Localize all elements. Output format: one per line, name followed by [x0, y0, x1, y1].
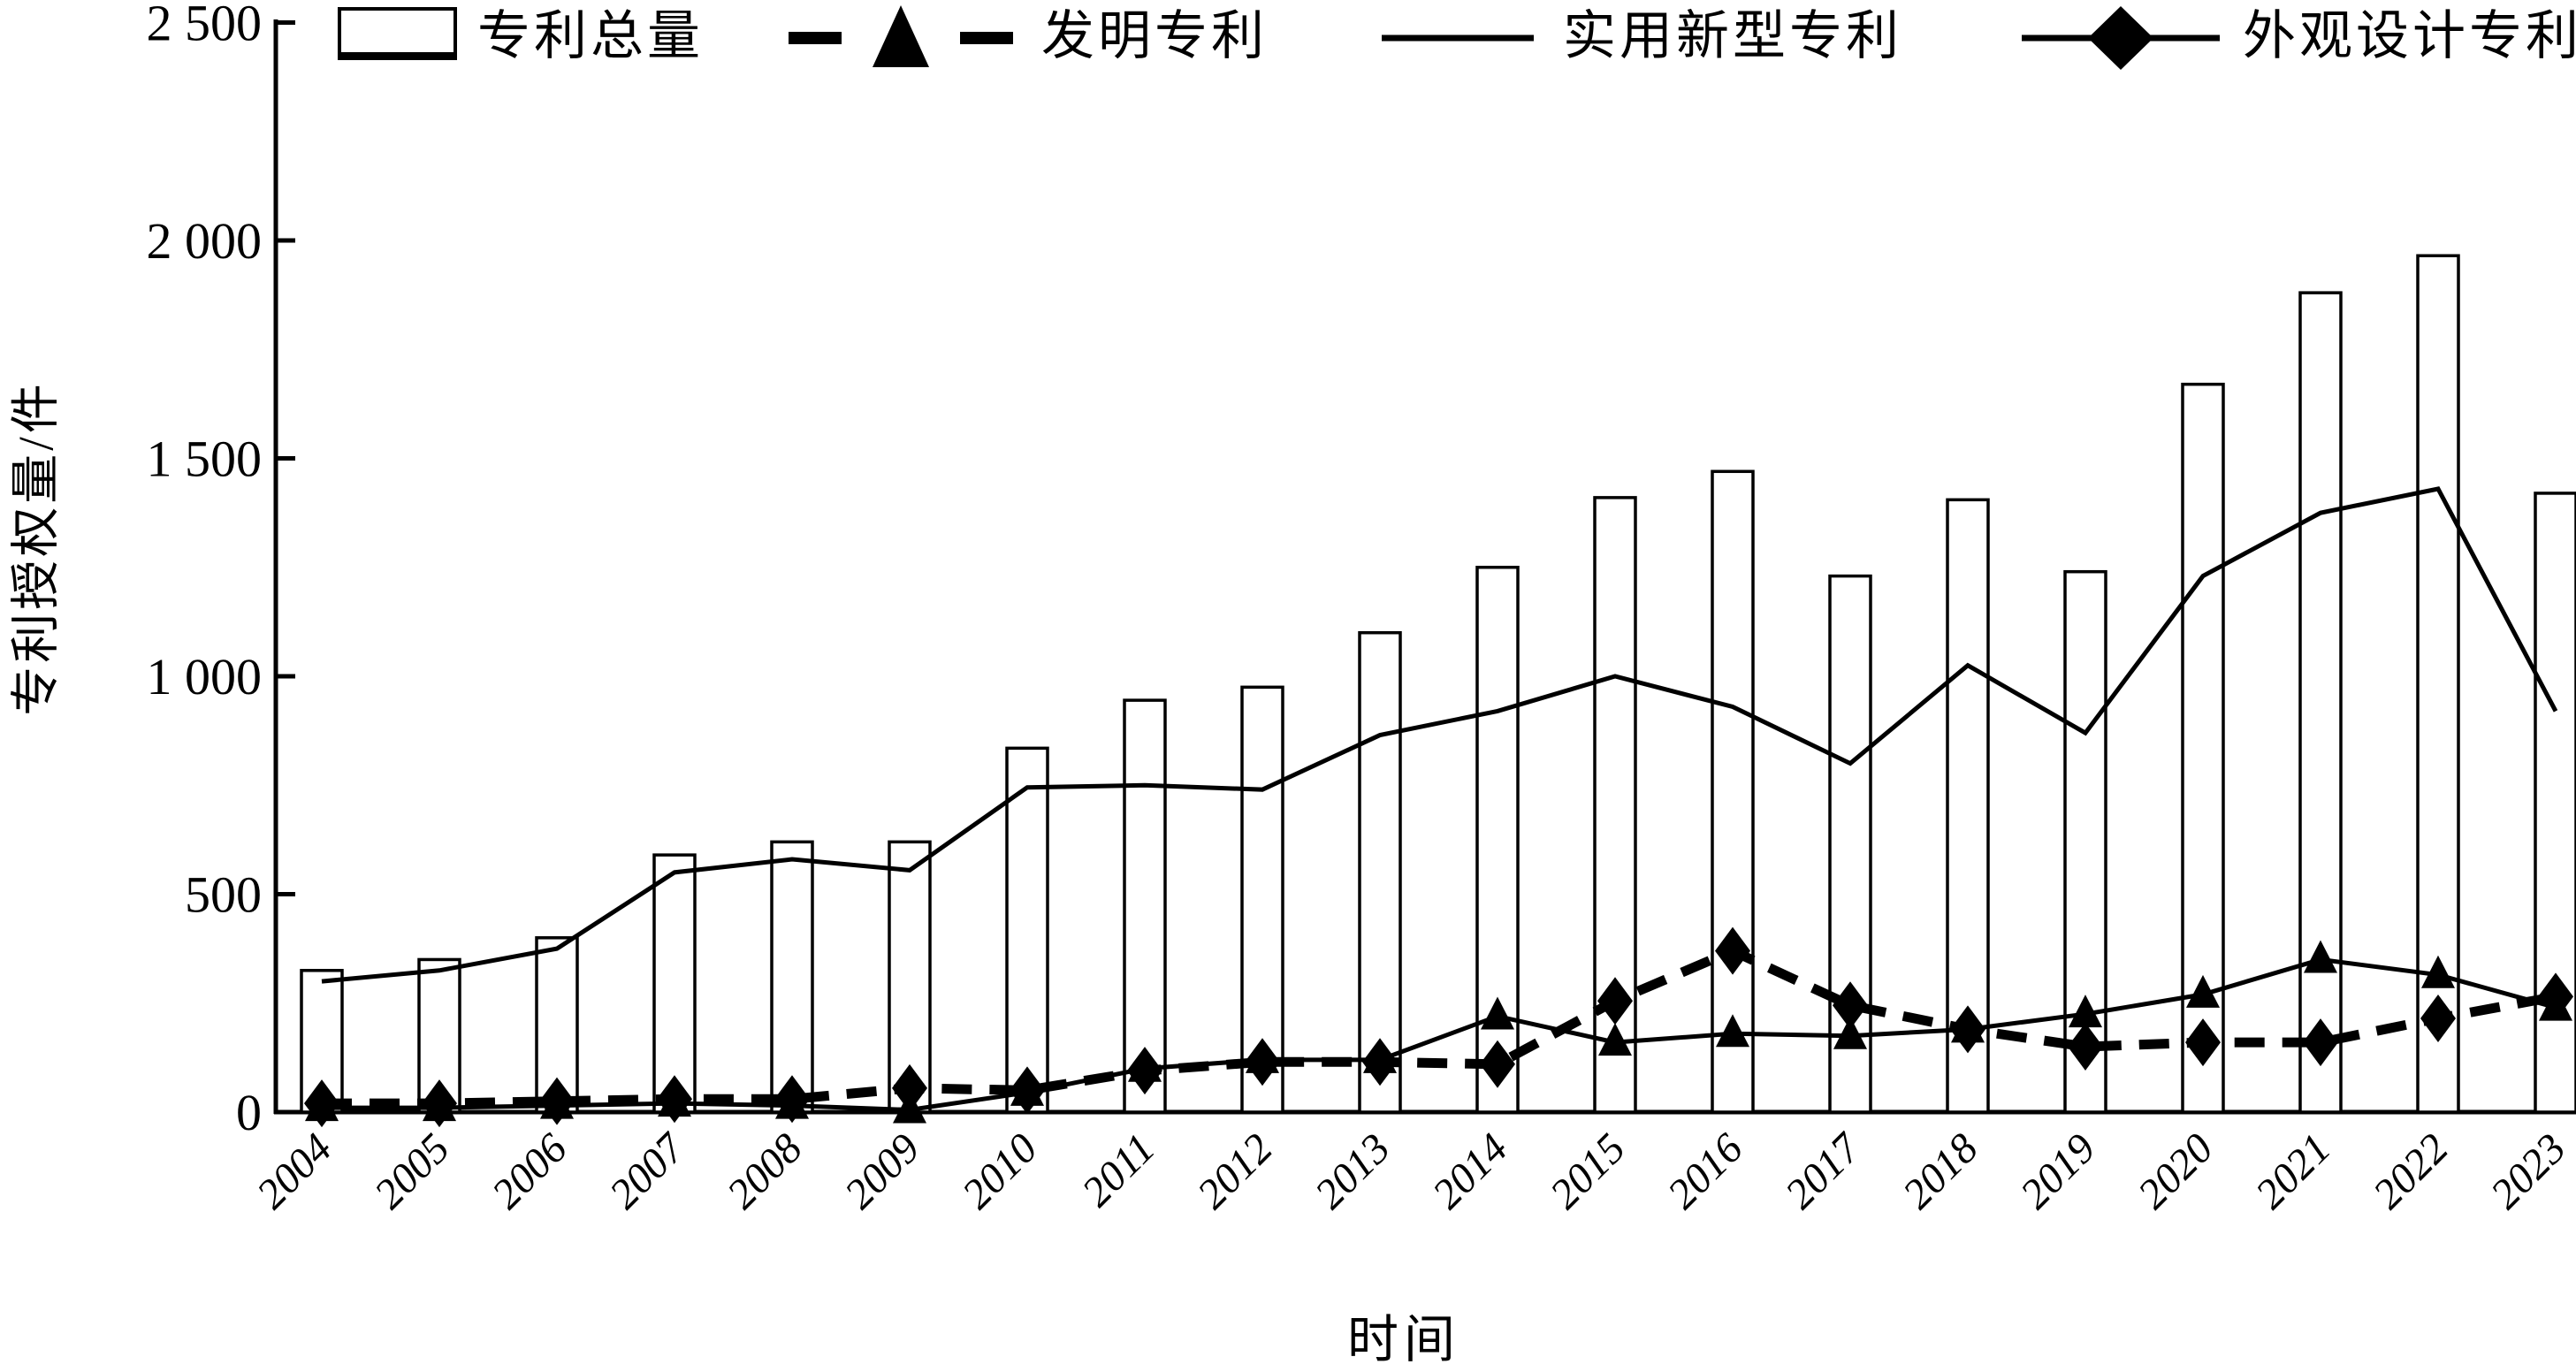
x-tick-label: 2007 [600, 1124, 695, 1218]
diamond-marker [1597, 977, 1633, 1025]
diamond-marker [2185, 1018, 2221, 1067]
diamond-marker [2068, 1023, 2103, 1071]
triangle-marker [1246, 1040, 1279, 1073]
diamond-marker [2420, 995, 2456, 1043]
diamond-marker [1715, 926, 1750, 975]
bar-total-patents [1123, 698, 1167, 1114]
bar-total-patents [652, 853, 697, 1114]
triangle-marker [2304, 940, 2337, 973]
bar-total-patents [1358, 630, 1402, 1114]
x-tick-label: 2016 [1658, 1124, 1751, 1217]
y-tick-label: 1 000 [147, 648, 263, 705]
legend-label-utility-model-patents: 实用新型专利 [1563, 7, 1902, 65]
triangle-marker [423, 1088, 456, 1122]
triangle-marker [1833, 1016, 1867, 1049]
legend-dashed-triangle-icon [789, 5, 1013, 67]
x-tick-label: 2008 [718, 1124, 811, 1217]
diamond-marker [1480, 1040, 1515, 1088]
bar-total-patents [417, 957, 461, 1114]
x-axis-title: 时间 [1346, 1311, 1461, 1368]
x-tick-label: 2020 [2129, 1124, 2222, 1217]
triangle-marker [1481, 996, 1514, 1030]
y-tick-label: 0 [236, 1084, 262, 1141]
bar-total-patents [770, 840, 814, 1114]
line-triangle [322, 957, 2557, 1113]
triangle-marker [2186, 974, 2220, 1008]
chart-legend: 专利总量 发明专利 实用新型专利 外观设计专利 [0, 0, 2576, 84]
x-tick-label: 2019 [2011, 1124, 2104, 1217]
triangle-marker [893, 1090, 926, 1124]
legend-hollow-bar-icon [338, 7, 457, 60]
x-tick-label: 2011 [1073, 1124, 1164, 1216]
x-tick-label: 2013 [1306, 1124, 1399, 1217]
x-tick-label: 2009 [835, 1124, 928, 1217]
line-plain [321, 486, 2558, 984]
triangle-marker [1716, 1014, 1749, 1048]
triangle-marker [305, 1088, 339, 1122]
triangle-marker [2539, 987, 2572, 1021]
y-tick-label: 500 [185, 866, 262, 924]
legend-line-diamond-icon [2022, 6, 2220, 70]
x-tick-label: 2023 [2481, 1124, 2574, 1217]
y-tick-label: 2 500 [147, 0, 263, 52]
bar-total-patents [2298, 291, 2343, 1114]
diamond-marker [892, 1063, 927, 1112]
triangle-marker [1363, 1040, 1397, 1073]
legend-label-design-patents: 外观设计专利 [2243, 7, 2576, 65]
triangle-marker [1951, 1010, 1985, 1043]
y-tick-label: 1 500 [147, 431, 263, 488]
triangle-marker [658, 1084, 691, 1117]
triangle-marker [540, 1086, 574, 1119]
bar-total-patents [1475, 566, 1520, 1114]
line-diamond [322, 945, 2557, 1109]
x-tick-label: 2006 [483, 1124, 575, 1217]
x-tick-label: 2017 [1776, 1124, 1871, 1218]
x-tick-label: 2022 [2364, 1124, 2457, 1217]
triangle-marker [775, 1086, 809, 1119]
triangle-marker [1010, 1072, 1044, 1106]
x-tick-label: 2015 [1541, 1124, 1634, 1217]
x-tick-label: 2004 [248, 1124, 340, 1217]
bar-total-patents [1005, 746, 1049, 1114]
diamond-marker [1833, 981, 1868, 1030]
y-tick-label: 2 000 [147, 212, 263, 270]
diamond-marker [2303, 1018, 2338, 1067]
legend-label-invention-patents: 发明专利 [1041, 7, 1268, 65]
triangle-marker [1128, 1048, 1162, 1082]
triangle-marker [2069, 995, 2102, 1028]
x-tick-label: 2005 [365, 1124, 458, 1217]
x-tick-label: 2014 [1423, 1124, 1516, 1217]
x-tick-label: 2010 [953, 1124, 1046, 1217]
x-tick-label: 2012 [1188, 1124, 1281, 1217]
bar-total-patents [1711, 469, 1755, 1114]
triangle-marker [2421, 955, 2455, 988]
legend-label-total-patents: 专利总量 [477, 7, 704, 65]
legend-solid-line-icon [1382, 34, 1534, 42]
x-tick-label: 2021 [2246, 1124, 2339, 1217]
x-tick-label: 2018 [1894, 1124, 1986, 1217]
triangle-marker [1598, 1023, 1632, 1056]
